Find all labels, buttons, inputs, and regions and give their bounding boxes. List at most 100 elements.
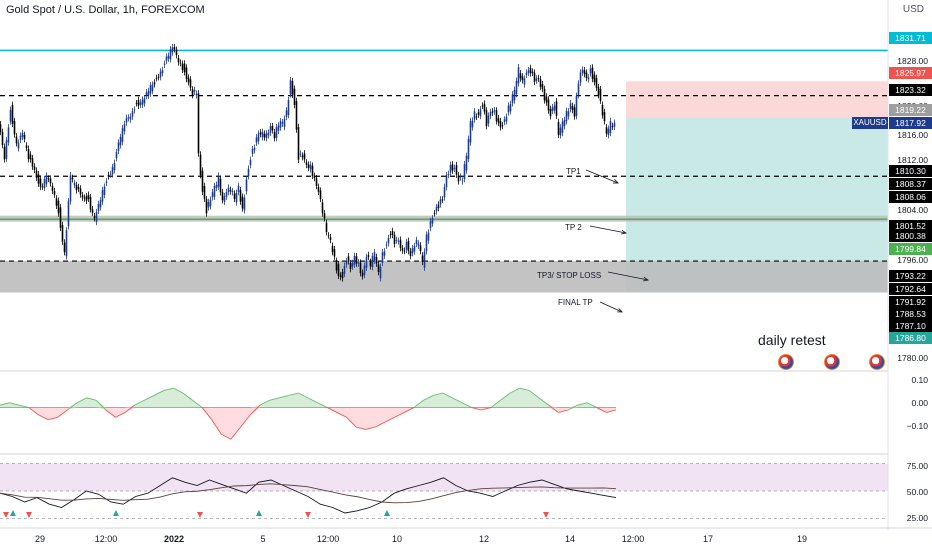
macd-line-segment	[249, 404, 261, 416]
economic-event-flag-icon[interactable]	[778, 354, 794, 370]
candle-body	[557, 121, 560, 135]
candle-body	[155, 78, 158, 79]
candle-body	[509, 103, 512, 112]
price-tag: 1791.92	[889, 296, 932, 308]
candle-body	[65, 230, 68, 257]
candle-body	[11, 104, 14, 124]
candle-body	[495, 110, 498, 122]
candle-body	[241, 196, 244, 209]
candle-body	[589, 68, 592, 74]
arrow-head	[643, 276, 650, 282]
candle-body	[545, 96, 548, 103]
candle-body	[489, 112, 492, 116]
macd-line-segment	[163, 387, 174, 392]
candle-body	[467, 138, 470, 159]
price-tag: 1825.97	[889, 67, 932, 79]
candle-body	[503, 119, 506, 122]
candle-body	[339, 275, 342, 278]
candle-body	[265, 133, 268, 139]
price-axis-label: 1828.00	[897, 56, 928, 66]
candle-body	[47, 178, 50, 180]
candle-body	[481, 105, 484, 107]
candle-body	[547, 99, 550, 111]
candle-body	[157, 77, 160, 78]
macd-line-segment	[259, 399, 270, 406]
candle-body	[367, 255, 370, 258]
candle-body	[269, 126, 272, 133]
economic-event-flag-icon[interactable]	[869, 354, 885, 370]
candle-body	[549, 108, 552, 117]
candle-body	[39, 178, 42, 187]
currency-label[interactable]: USD	[902, 4, 924, 15]
price-tag: 1808.06	[889, 191, 932, 203]
macd-line-segment	[124, 404, 136, 413]
candle-body	[13, 121, 16, 135]
candle-body	[389, 234, 392, 236]
candle-body	[257, 133, 260, 142]
levels-layer	[0, 49, 888, 262]
candle-body	[497, 118, 500, 123]
price-axis-label: 1780.00	[897, 353, 928, 363]
candle-body	[491, 111, 494, 113]
candle-body	[401, 248, 404, 251]
macd-line-segment	[201, 407, 213, 420]
macd-line-segment	[76, 397, 87, 404]
candle-body	[357, 262, 360, 264]
candle-body	[35, 170, 38, 178]
candle-body	[433, 213, 436, 215]
economic-event-flag-icon[interactable]	[824, 354, 840, 370]
macd-line-segment	[442, 392, 453, 399]
candle-body	[427, 232, 430, 241]
macd-line-segment	[86, 397, 97, 401]
candle-body	[191, 89, 194, 96]
candle-body	[237, 185, 240, 193]
candle-body	[71, 177, 74, 180]
candle-body	[465, 155, 468, 171]
time-axis-label: 17	[702, 534, 714, 544]
candle-body	[37, 174, 40, 184]
candle-body	[189, 79, 192, 88]
candle-body	[393, 234, 396, 245]
candle-body	[585, 72, 588, 78]
candle-body	[587, 77, 590, 80]
candle-body	[233, 193, 236, 199]
candle-body	[413, 246, 416, 252]
macd-line-segment	[307, 397, 318, 404]
macd-line-segment	[461, 402, 472, 408]
candle-body	[31, 158, 34, 167]
time-axis-label: 10	[391, 534, 403, 544]
candle-body	[163, 63, 166, 65]
candle-body	[371, 255, 374, 268]
annotation-arrow	[585, 169, 619, 184]
buy-signal-marker	[384, 510, 390, 516]
candle-body	[139, 102, 142, 105]
price-axis-label: 1804.00	[897, 205, 928, 215]
candle-body	[409, 251, 412, 257]
macd-line-segment	[606, 409, 617, 413]
candle-body	[429, 221, 432, 229]
candle-body	[351, 262, 354, 267]
candle-body	[279, 121, 282, 128]
macd-axis-label: 0.00	[911, 398, 928, 408]
candle-body	[89, 197, 92, 210]
macd-line-segment	[433, 392, 443, 396]
candle-body	[473, 111, 476, 120]
candle-body	[559, 127, 562, 136]
candle-body	[133, 109, 136, 111]
candle-body	[149, 85, 152, 94]
candle-body	[445, 175, 448, 188]
candle-body	[25, 145, 28, 148]
candle-body	[267, 132, 270, 136]
candle-body	[205, 199, 208, 214]
candle-body	[453, 167, 456, 169]
candle-body	[315, 178, 318, 186]
candle-body	[183, 63, 186, 73]
candle-body	[169, 49, 172, 60]
candle-body	[455, 165, 458, 175]
candle-body	[361, 272, 364, 277]
macd-line-segment	[221, 433, 232, 440]
macd-line-segment	[240, 414, 251, 428]
candle-body	[245, 179, 248, 192]
candle-body	[175, 49, 178, 56]
